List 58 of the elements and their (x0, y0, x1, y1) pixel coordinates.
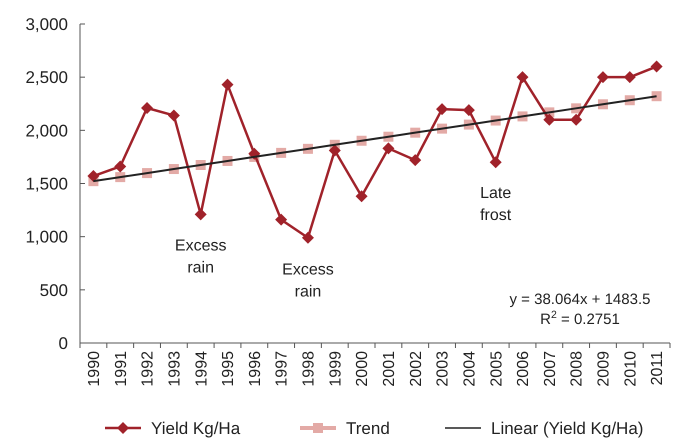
x-tick-label: 1995 (220, 350, 238, 387)
x-tick-label: 2005 (488, 350, 506, 387)
x-tick-label: 2011 (649, 350, 666, 386)
y-tick-label: 2,500 (25, 68, 68, 88)
y-tick-label: 1,000 (25, 228, 68, 247)
x-tick-label: 1992 (140, 350, 157, 387)
x-tick-label: 1997 (274, 350, 291, 387)
x-tick-label: 2007 (542, 350, 559, 387)
x-tick-label: 2006 (515, 350, 532, 387)
x-tick-label: 2002 (408, 350, 425, 387)
point (194, 208, 207, 220)
point (87, 170, 100, 182)
x-tick-label: 2010 (622, 350, 640, 387)
legend-label: Linear (Yield Kg/Ha) (491, 418, 644, 438)
point (490, 156, 502, 168)
x-tick-label: 1994 (193, 350, 210, 387)
y-tick-label: 1,500 (25, 174, 68, 194)
x-tick-label: 1990 (86, 350, 104, 387)
x-tick-label: 1998 (300, 350, 318, 387)
y-tick-label: 2,000 (25, 121, 68, 140)
annotation: y = 38.064x + 1483.5 (510, 291, 650, 308)
point (302, 232, 314, 244)
y-tick-label: 500 (40, 280, 68, 300)
point (409, 154, 422, 166)
x-tick-label: 1996 (246, 350, 264, 387)
point (328, 144, 341, 157)
point (596, 71, 609, 84)
y-tick-label: 3,000 (25, 14, 68, 34)
x-tick-label: 1991 (112, 350, 130, 387)
x-tick-label: 1999 (327, 350, 344, 387)
point (650, 60, 663, 73)
point (516, 71, 528, 84)
annotation: Excess rain (282, 261, 334, 300)
point (141, 102, 154, 114)
point (222, 78, 234, 91)
point (436, 103, 448, 116)
x-tick-label: 2000 (354, 350, 372, 387)
y-tick-label: 0 (58, 334, 68, 353)
x-tick-label: 2003 (434, 350, 452, 387)
x-tick-label: 2009 (596, 350, 613, 387)
point (275, 214, 288, 226)
legend-label: Trend (346, 418, 390, 438)
x-tick-label: 2004 (461, 350, 478, 387)
point (114, 160, 126, 172)
point (356, 190, 368, 202)
point (624, 71, 636, 84)
x-tick-label: 2001 (381, 350, 398, 387)
point (168, 109, 180, 122)
annotation: Excess rain (174, 237, 226, 276)
x-tick-label: 2008 (568, 350, 586, 387)
annotation: Late frost (480, 185, 512, 224)
point (462, 104, 475, 116)
point (382, 142, 394, 154)
annotation: R$^{2}$ = 0.2751 (540, 309, 620, 328)
point (570, 114, 582, 126)
legend-label: Yield Kg/Ha (151, 418, 241, 438)
point (543, 114, 556, 126)
x-tick-label: 1993 (166, 350, 184, 387)
